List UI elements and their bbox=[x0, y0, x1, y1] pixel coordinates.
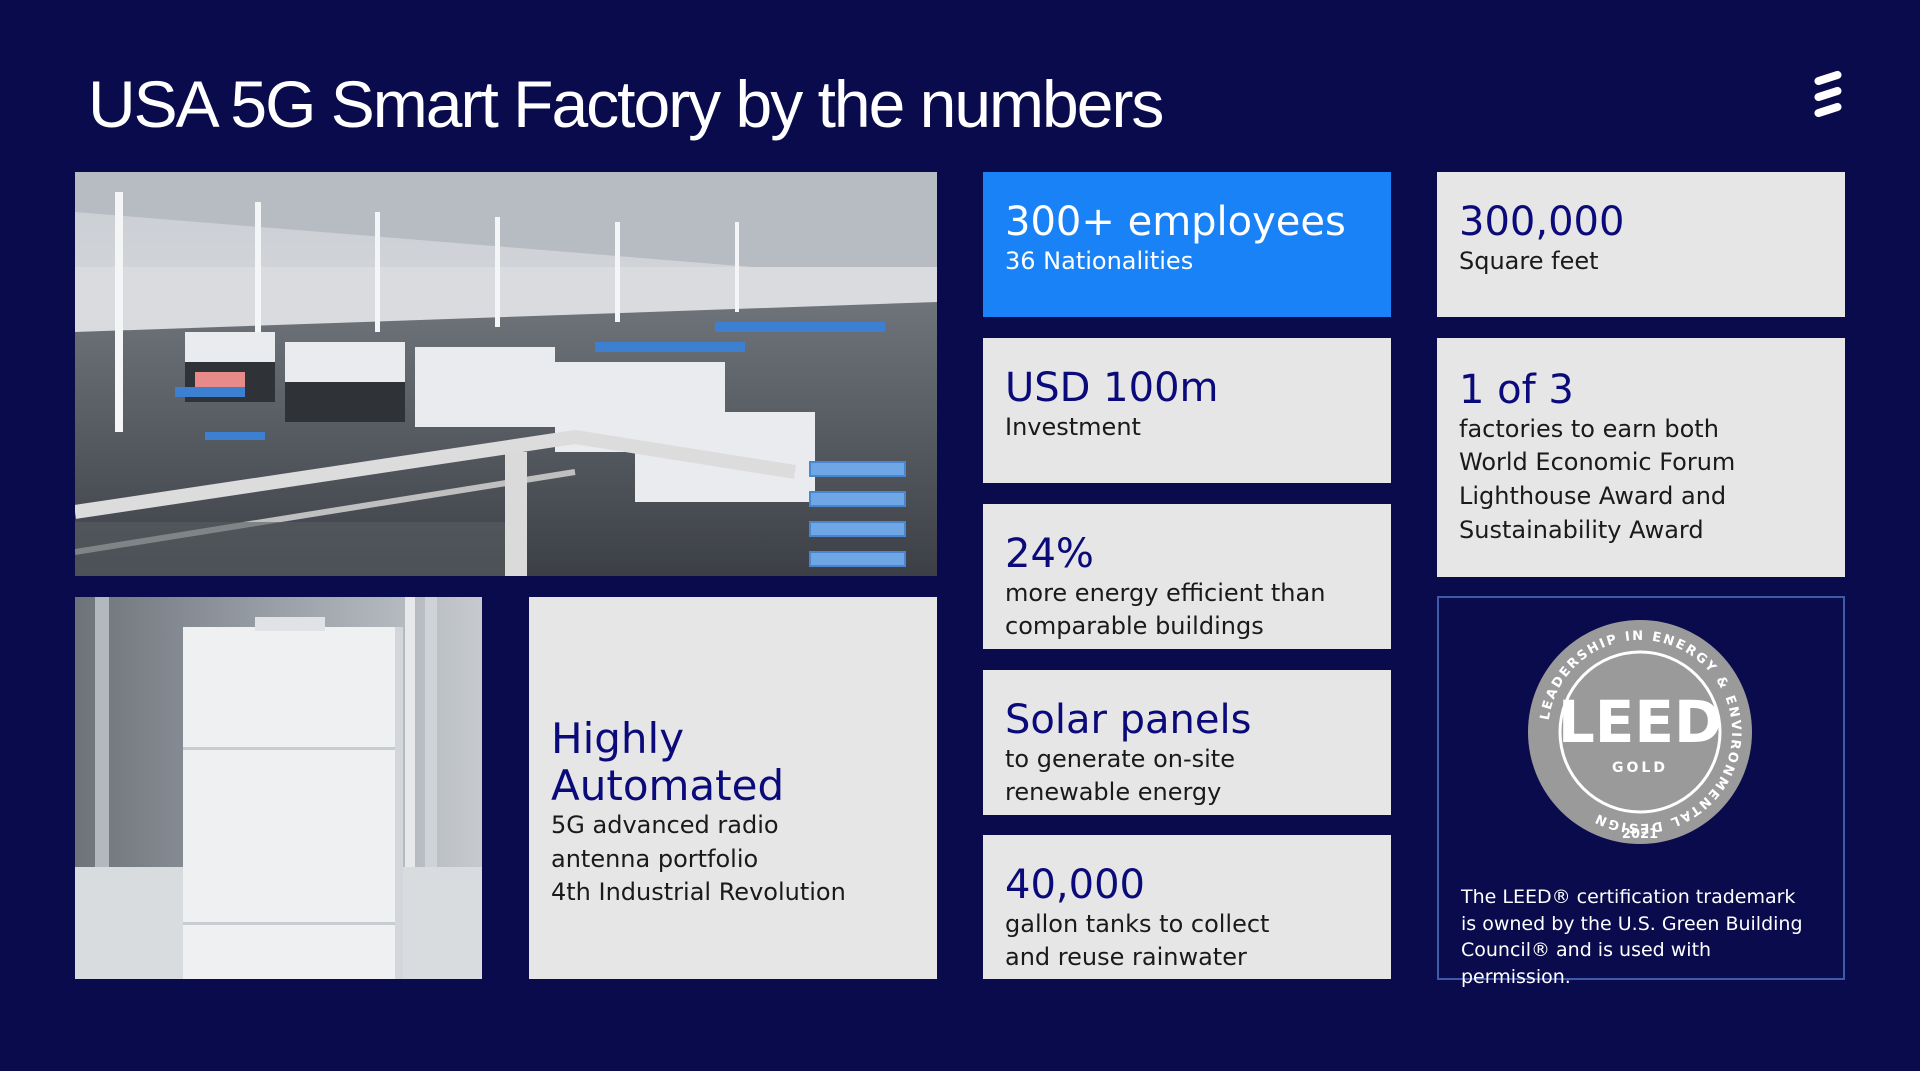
stat-card-awards: 1 of 3 factories to earn both World Econ… bbox=[1437, 338, 1845, 577]
leed-trademark-note: The LEED® certification trademark is own… bbox=[1461, 886, 1803, 988]
automation-heading: Highly Automated bbox=[551, 714, 785, 811]
stat-value: Solar panels bbox=[1005, 697, 1252, 743]
stat-label: Investment bbox=[1005, 412, 1141, 441]
automation-card: Highly Automated 5G advanced radio anten… bbox=[529, 597, 937, 979]
stat-label: and reuse rainwater bbox=[1005, 943, 1247, 972]
stat-card-area: 300,000 Square feet bbox=[1437, 172, 1845, 317]
automation-line: antenna portfolio bbox=[551, 844, 759, 873]
stat-label: renewable energy bbox=[1005, 778, 1222, 807]
leed-gold-badge-icon: LEADERSHIP IN ENERGY & ENVIRONMENTAL DES… bbox=[1528, 620, 1752, 844]
stat-value: 40,000 bbox=[1005, 862, 1145, 908]
leed-year: 2021 bbox=[1622, 827, 1658, 842]
page-title: USA 5G Smart Factory by the numbers bbox=[88, 67, 1164, 141]
stat-value: 300+ employees bbox=[1005, 199, 1346, 245]
automation-line: 5G advanced radio bbox=[551, 811, 779, 840]
stat-label: to generate on-site bbox=[1005, 744, 1235, 773]
stat-label: more energy efficient than bbox=[1005, 578, 1326, 607]
leed-mark: LEED bbox=[1558, 688, 1722, 756]
antenna-unit-photo bbox=[75, 597, 482, 979]
stat-card-investment: USD 100m Investment bbox=[983, 338, 1391, 483]
stat-card-energy: 24% more energy efficient than comparabl… bbox=[983, 504, 1391, 649]
factory-floor-photo bbox=[75, 172, 937, 576]
stat-label: factories to earn both bbox=[1459, 414, 1719, 443]
stat-label: gallon tanks to collect bbox=[1005, 909, 1270, 938]
stat-value: 1 of 3 bbox=[1459, 367, 1574, 413]
stat-card-employees: 300+ employees 36 Nationalities bbox=[983, 172, 1391, 317]
ericsson-logo-icon bbox=[1814, 70, 1842, 118]
stat-value: 300,000 bbox=[1459, 199, 1625, 245]
leed-level: GOLD bbox=[1612, 760, 1668, 776]
stat-label: World Economic Forum bbox=[1459, 448, 1736, 477]
stat-label: Square feet bbox=[1459, 246, 1599, 275]
stat-value: 24% bbox=[1005, 531, 1094, 577]
stat-label: comparable buildings bbox=[1005, 612, 1264, 641]
stat-card-solar: Solar panels to generate on-site renewab… bbox=[983, 670, 1391, 815]
stat-label: Lighthouse Award and bbox=[1459, 481, 1727, 510]
stat-value: USD 100m bbox=[1005, 365, 1219, 411]
stat-label: 36 Nationalities bbox=[1005, 246, 1194, 275]
automation-line: 4th Industrial Revolution bbox=[551, 878, 846, 907]
stat-label: Sustainability Award bbox=[1459, 515, 1704, 544]
leed-certification-box: LEADERSHIP IN ENERGY & ENVIRONMENTAL DES… bbox=[1437, 596, 1845, 988]
stat-card-rainwater: 40,000 gallon tanks to collect and reuse… bbox=[983, 835, 1391, 979]
